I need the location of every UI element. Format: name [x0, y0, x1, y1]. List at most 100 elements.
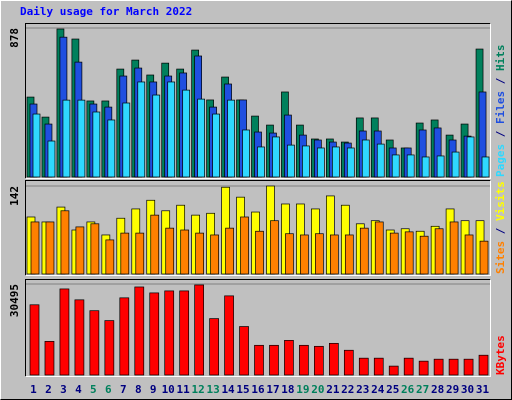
x-tick-label: 27 [416, 383, 429, 396]
bar [376, 143, 385, 178]
bar [257, 146, 265, 178]
bar [388, 365, 399, 376]
bar [47, 140, 56, 178]
bar [466, 136, 475, 178]
x-tick-label: 15 [236, 383, 249, 396]
bar [361, 139, 370, 178]
bar [90, 223, 100, 275]
legend-entry: Files [494, 91, 507, 124]
bar [104, 320, 115, 376]
bar [269, 344, 279, 376]
bar [481, 156, 490, 178]
bar [358, 357, 369, 376]
bar [254, 344, 264, 376]
x-tick-label: 13 [206, 383, 219, 396]
bar [149, 292, 160, 376]
panel-edge-dark [25, 279, 491, 377]
bar [134, 286, 145, 376]
bar [359, 227, 369, 275]
bar [285, 233, 294, 275]
bar [374, 221, 384, 275]
y-tick-label: 878 [8, 28, 21, 48]
bar [419, 235, 429, 275]
bar [77, 99, 86, 178]
bar [343, 349, 354, 376]
bar [421, 156, 430, 178]
bar [242, 129, 250, 178]
x-tick-label: 31 [476, 383, 490, 396]
bar [59, 288, 70, 376]
panel-edge-light [25, 180, 491, 276]
bar [314, 345, 324, 376]
panel-edge-light [25, 279, 491, 377]
bar [210, 234, 219, 275]
bar [165, 227, 175, 275]
x-tick-label: 7 [120, 383, 127, 396]
bar [62, 99, 71, 178]
legend: KBytes [494, 335, 507, 375]
x-tick-label: 16 [251, 383, 265, 396]
chart-title: Daily usage for March 2022 [20, 5, 192, 18]
x-tick-label: 22 [341, 383, 354, 396]
bar [209, 318, 219, 376]
bar [60, 210, 70, 275]
x-tick-label: 10 [162, 383, 175, 396]
bar [391, 154, 400, 178]
bar [195, 232, 204, 275]
legend-entry: Sites [494, 241, 507, 274]
bar [330, 234, 339, 275]
bar [404, 231, 414, 275]
y-tick-label: 30495 [8, 284, 21, 317]
bar [167, 81, 176, 178]
bar [436, 155, 445, 178]
x-tick-label: 1 [30, 383, 37, 396]
legend-separator: / [494, 124, 507, 144]
bar [255, 230, 264, 275]
bar [239, 326, 249, 376]
legend-entry: KBytes [494, 335, 507, 375]
bar [418, 360, 429, 376]
x-tick-label: 17 [266, 383, 279, 396]
x-tick-label: 23 [356, 383, 369, 396]
panel-edge-light [25, 23, 491, 179]
bar [329, 342, 339, 376]
y-tick-label: 142 [8, 186, 21, 206]
bar [107, 119, 116, 178]
bar [92, 111, 101, 178]
x-tick-label: 11 [177, 383, 191, 396]
legend-separator: / [494, 221, 507, 241]
bar [212, 113, 220, 178]
bar [479, 240, 489, 275]
bar [478, 354, 489, 376]
x-tick-label: 18 [281, 383, 294, 396]
bar [179, 290, 190, 376]
bar [389, 232, 399, 275]
bar [449, 221, 459, 275]
x-tick-label: 12 [192, 383, 205, 396]
bar [194, 284, 204, 376]
bar [150, 214, 160, 275]
bar [44, 341, 55, 376]
x-tick-label: 28 [431, 383, 444, 396]
bar [240, 216, 249, 275]
panel-edge-dark [25, 180, 491, 276]
bar [29, 304, 40, 376]
panel-edge-dark [25, 23, 491, 179]
bar [302, 145, 310, 178]
legend-separator: / [494, 71, 507, 91]
bar [32, 113, 41, 178]
bar [152, 94, 161, 178]
x-tick-label: 9 [150, 383, 157, 396]
bar [448, 358, 459, 376]
legend: Pages / Files / Hits [494, 45, 507, 178]
bar [406, 154, 415, 178]
bar [164, 290, 175, 376]
bar [30, 221, 40, 275]
bar [197, 98, 205, 178]
x-tick-label: 30 [461, 383, 474, 396]
bar [373, 357, 384, 376]
bar [224, 295, 234, 376]
bar [300, 234, 309, 275]
